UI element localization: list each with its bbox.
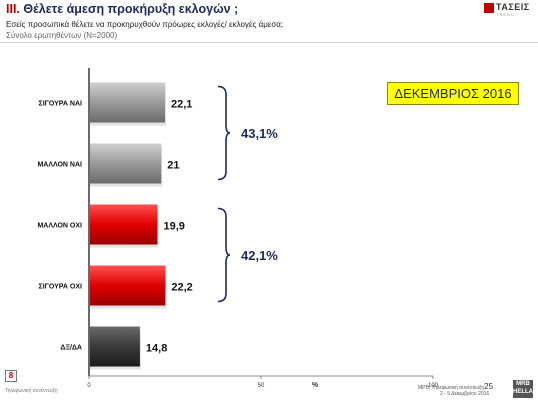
bar-5 xyxy=(89,326,140,367)
header-divider xyxy=(0,42,538,43)
bar-3 xyxy=(89,204,158,245)
group-total-label: 42,1% xyxy=(241,248,278,263)
category-label: ΜΑΛΛΟΝ ΝΑΙ xyxy=(37,162,82,169)
footer-source: ΜΡΒ, Τηλεφωνική συνέντευξη25 xyxy=(418,382,493,391)
bar-1 xyxy=(89,82,166,123)
title-number: ΙΙΙ. xyxy=(6,2,20,16)
sample-base-note: Σύνολο ερωτηθέντων (N=2000) xyxy=(6,31,118,40)
x-axis-label: % xyxy=(312,382,319,389)
bar-4 xyxy=(89,265,166,306)
footer-method-note: Τηλεφωνική συνέντευξη xyxy=(5,388,58,394)
value-label: 21 xyxy=(167,160,179,172)
brand-logo-name: ΤΑΣΕΙΣ xyxy=(496,2,530,12)
page-title: ΙΙΙ. Θέλετε άμεση προκήρυξη εκλογών ; xyxy=(6,2,238,16)
value-label: 19,9 xyxy=(163,221,184,233)
page-number: 8 xyxy=(5,370,17,382)
group-brace-2 xyxy=(217,207,231,303)
group-total-label: 43,1% xyxy=(241,126,278,141)
value-label: 14,8 xyxy=(146,343,167,355)
category-label: ΔΞ/ΔΑ xyxy=(60,345,82,352)
mrb-logo: MRB HELLAS xyxy=(513,380,537,398)
x-tick-label: 100 xyxy=(428,383,439,389)
category-label: ΣΙΓΟΥΡΑ ΝΑΙ xyxy=(39,101,83,108)
question-subtitle: Εσείς προσωπικά θέλετε να προκηρυχθούν π… xyxy=(6,20,284,29)
value-label: 22,1 xyxy=(171,99,192,111)
brand-logo-tagline: TREND xyxy=(496,12,515,17)
category-label: ΣΙΓΟΥΡΑ ΟΧΙ xyxy=(39,284,83,291)
footer-slide-number: 25 xyxy=(484,382,494,391)
footer-source-text: ΜΡΒ, Τηλεφωνική συνέντευξη xyxy=(418,385,485,391)
title-text: Θέλετε άμεση προκήρυξη εκλογών ; xyxy=(23,2,239,16)
x-tick-label: 50 xyxy=(258,383,265,389)
group-brace-1 xyxy=(217,85,231,181)
footer-dates: 2 - 5 Δεκεμβρίου 2016 xyxy=(440,391,490,397)
brand-logo: ΤΑΣΕΙΣ TREND xyxy=(484,2,534,17)
value-label: 22,2 xyxy=(171,282,192,294)
bar-2 xyxy=(89,143,162,184)
period-label: ΔΕΚΕΜΒΡΙΟΣ 2016 xyxy=(387,82,519,105)
x-tick-label: 0 xyxy=(87,383,91,389)
red-square-logo-icon xyxy=(484,3,494,13)
y-axis-line xyxy=(88,68,90,376)
category-label: ΜΑΛΛΟΝ ΟΧΙ xyxy=(37,223,82,230)
